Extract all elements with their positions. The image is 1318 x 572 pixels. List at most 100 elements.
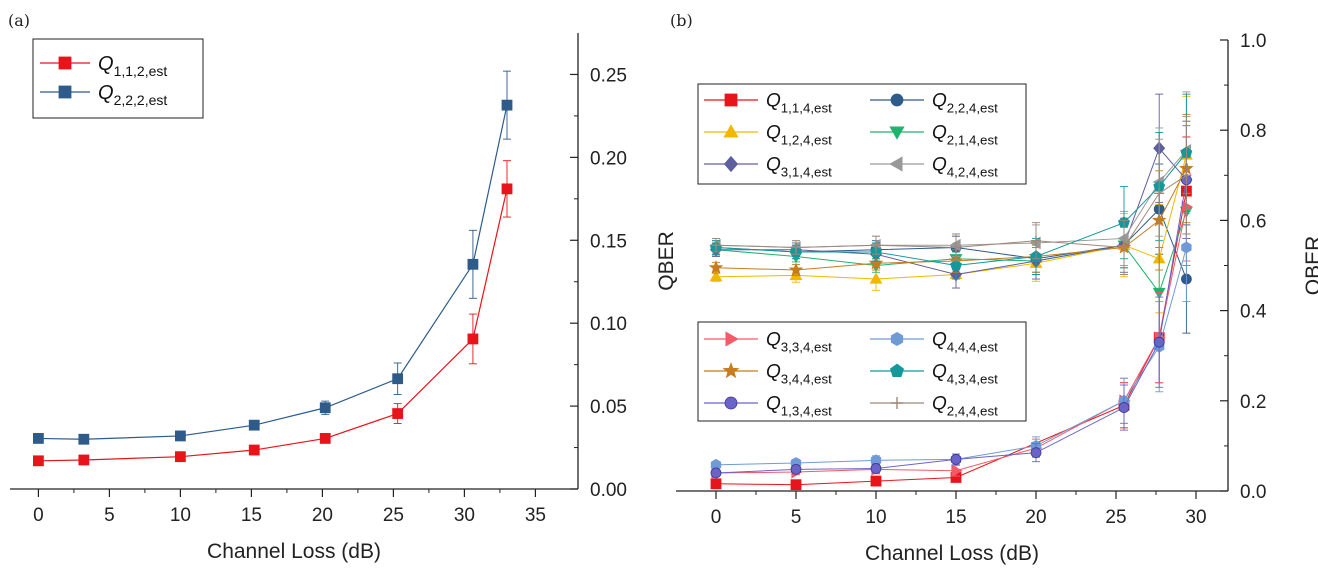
- y-tick-label: 0.25: [590, 65, 627, 86]
- series-1-3-4-est: [710, 125, 1192, 479]
- data-point: [710, 478, 722, 490]
- series-line: [715, 154, 1187, 280]
- legend-subscript: 3,3,4,est: [781, 339, 832, 354]
- data-point: [467, 258, 479, 270]
- legend-marker: [890, 331, 904, 347]
- data-point: [319, 433, 331, 444]
- legend-marker: [724, 93, 738, 107]
- legend-marker: [725, 331, 739, 347]
- legend-marker: [723, 155, 739, 173]
- data-point: [711, 240, 721, 251]
- data-point: [951, 464, 963, 478]
- legend-subscript: 2,4,4,est: [947, 403, 998, 418]
- series-line: [38, 105, 508, 440]
- legend-marker: [58, 56, 72, 70]
- series-line: [38, 188, 508, 462]
- x-tick-label: 0: [33, 505, 44, 526]
- data-point: [951, 242, 961, 253]
- y-tick-label: 0.6: [1240, 211, 1266, 232]
- data-point: [709, 270, 723, 282]
- legend-marker: [891, 397, 903, 409]
- x-tick-label: 15: [241, 505, 262, 526]
- data-point: [868, 255, 884, 270]
- data-point: [950, 259, 962, 271]
- data-point: [467, 333, 479, 345]
- legend-subscript: 1,2,4,est: [781, 132, 832, 147]
- legend-marker: [889, 363, 905, 377]
- data-point: [248, 419, 260, 431]
- legend-subscript: 3,4,4,est: [781, 371, 832, 386]
- series-1-1-4-est: [710, 136, 1192, 491]
- x-tick-label: 25: [383, 505, 404, 526]
- data-point: [790, 463, 802, 475]
- data-point: [78, 433, 90, 445]
- data-point: [1029, 236, 1041, 250]
- data-point: [33, 455, 44, 467]
- data-point: [788, 262, 804, 277]
- legend-entry: Q3,3,4,est: [704, 330, 832, 355]
- y-tick-label: 0.00: [590, 480, 627, 501]
- x-axis-title: Channel Loss (dB): [865, 542, 1039, 565]
- data-point: [1181, 170, 1192, 181]
- legend-subscript: 2,1,4,est: [947, 132, 998, 147]
- legend-marker: [889, 156, 903, 172]
- y-tick-label: 1.0: [1240, 31, 1266, 52]
- x-axis-title: Channel Loss (dB): [207, 540, 381, 563]
- data-point: [869, 272, 883, 284]
- series-2-2-2-est: [33, 70, 513, 445]
- x-tick-label: 25: [1105, 507, 1126, 528]
- x-tick-label: 10: [865, 507, 886, 528]
- panel-b-chart: 0 5 10 15 20 25 30 0.0 0.2 0.4 0.6 0.8 1.0 Channel Lo…: [676, 31, 1318, 565]
- data-point: [1119, 242, 1129, 253]
- x-tick-label: 15: [945, 507, 966, 528]
- legend-marker: [723, 124, 739, 138]
- data-point: [870, 463, 882, 474]
- legend-subscript: 1,3,4,est: [781, 403, 832, 418]
- data-point: [950, 454, 962, 465]
- legend-box: [697, 83, 1027, 185]
- legend-subscript: 2,2,4,est: [947, 100, 998, 115]
- y-tick-label: 0.10: [590, 314, 627, 335]
- legend-marker: [722, 362, 740, 379]
- legend-subscript: 4,3,4,est: [947, 371, 998, 386]
- x-tick-label: 0: [711, 507, 722, 528]
- legend-label: Q3,3,4,est: [766, 330, 832, 355]
- y-tick-label: 0.0: [1240, 482, 1266, 503]
- series-line: [715, 247, 1187, 466]
- legend-subscript: 4,4,4,est: [947, 339, 998, 354]
- series-line: [715, 179, 1187, 474]
- y-tick-label: 0.4: [1240, 302, 1267, 323]
- legend-marker: [58, 85, 72, 99]
- legend-subscript: 4,2,4,est: [947, 164, 998, 179]
- series-line: [715, 208, 1187, 280]
- panel-a-chart: 0 5 10 15 20 25 30 35 0.00 0.05 0.10 0.15 0.20 0.25 Ch…: [10, 33, 678, 563]
- data-point: [248, 444, 260, 456]
- legend-marker: [889, 126, 905, 140]
- data-point: [1181, 241, 1192, 254]
- y-tick-label: 0.15: [590, 231, 627, 252]
- y-tick-label: 0.8: [1240, 121, 1266, 142]
- x-tick-label: 35: [525, 505, 546, 526]
- legend-subscript: 2,2,2,est: [114, 92, 168, 108]
- data-point: [710, 467, 722, 479]
- data-point: [319, 402, 331, 414]
- data-point: [392, 408, 404, 419]
- data-point: [392, 373, 404, 385]
- y-tick-label: 0.2: [1240, 392, 1266, 413]
- x-tick-label: 5: [791, 507, 802, 528]
- x-tick-label: 20: [312, 505, 333, 526]
- legend-subscript: 1,1,4,est: [781, 100, 832, 115]
- series-line: [716, 147, 1187, 276]
- y-axis-title: QBER: [655, 231, 678, 291]
- data-point: [174, 451, 186, 463]
- x-tick-label: 30: [1185, 507, 1206, 528]
- series-2-4-4-est: [711, 116, 1192, 275]
- series-line: [715, 152, 1187, 267]
- legend-marker: [724, 396, 738, 410]
- data-point: [1031, 235, 1041, 246]
- x-tick-label: 30: [454, 505, 475, 526]
- data-point: [174, 430, 186, 442]
